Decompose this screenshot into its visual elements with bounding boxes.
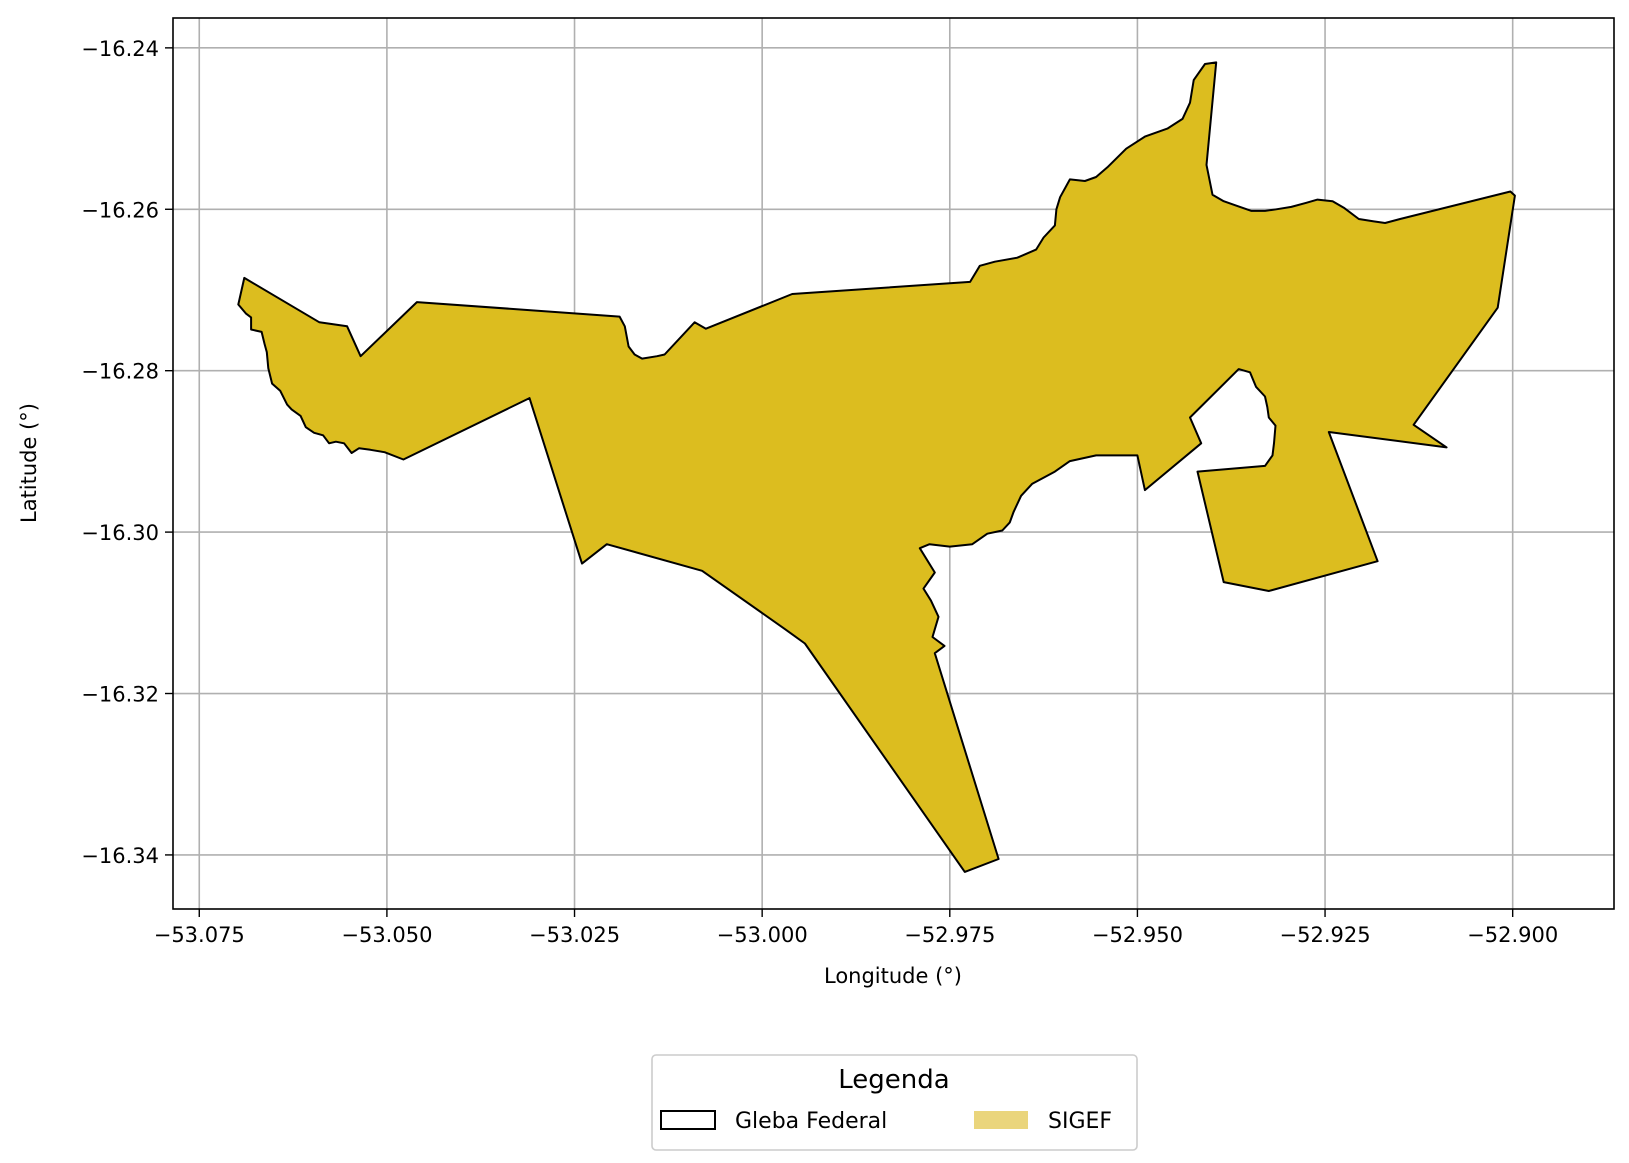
y-tick-label: −16.30 [81,521,159,545]
legend-label-gleba-federal: Gleba Federal [735,1109,887,1134]
y-tick-label: −16.28 [81,360,159,384]
y-tick-label: −16.32 [81,683,159,707]
y-tick-label: −16.34 [81,844,159,868]
x-tick-label: −53.075 [154,923,245,947]
x-tick-label: −52.900 [1467,923,1558,947]
x-tick-label: −53.000 [717,923,808,947]
ticks: −53.075 −53.050 −53.025 −53.000 −52.975 −52.9… [81,37,1558,947]
x-tick-label: −53.025 [529,923,620,947]
y-tick-label: −16.24 [81,37,159,61]
gleba-federal-polygon[interactable] [237,61,1516,873]
x-tick-label: −52.975 [904,923,995,947]
legend-swatch-sigef [974,1111,1028,1129]
legend[interactable]: Legenda Gleba Federal SIGEF [651,1054,1138,1151]
legend-title: Legenda [838,1065,949,1095]
x-tick-label: −53.050 [341,923,432,947]
axes-frame [172,17,1615,910]
legend-swatch-gleba-federal [660,1110,716,1130]
x-axis-title: Longitude (°) [824,964,962,988]
y-axis-title: Latitude (°) [17,403,41,523]
legend-label-sigef: SIGEF [1048,1109,1112,1134]
y-tick-label: −16.26 [81,198,159,222]
x-tick-label: −52.950 [1092,923,1183,947]
gleba-layer[interactable] [237,61,1516,873]
x-tick-label: −52.925 [1280,923,1371,947]
